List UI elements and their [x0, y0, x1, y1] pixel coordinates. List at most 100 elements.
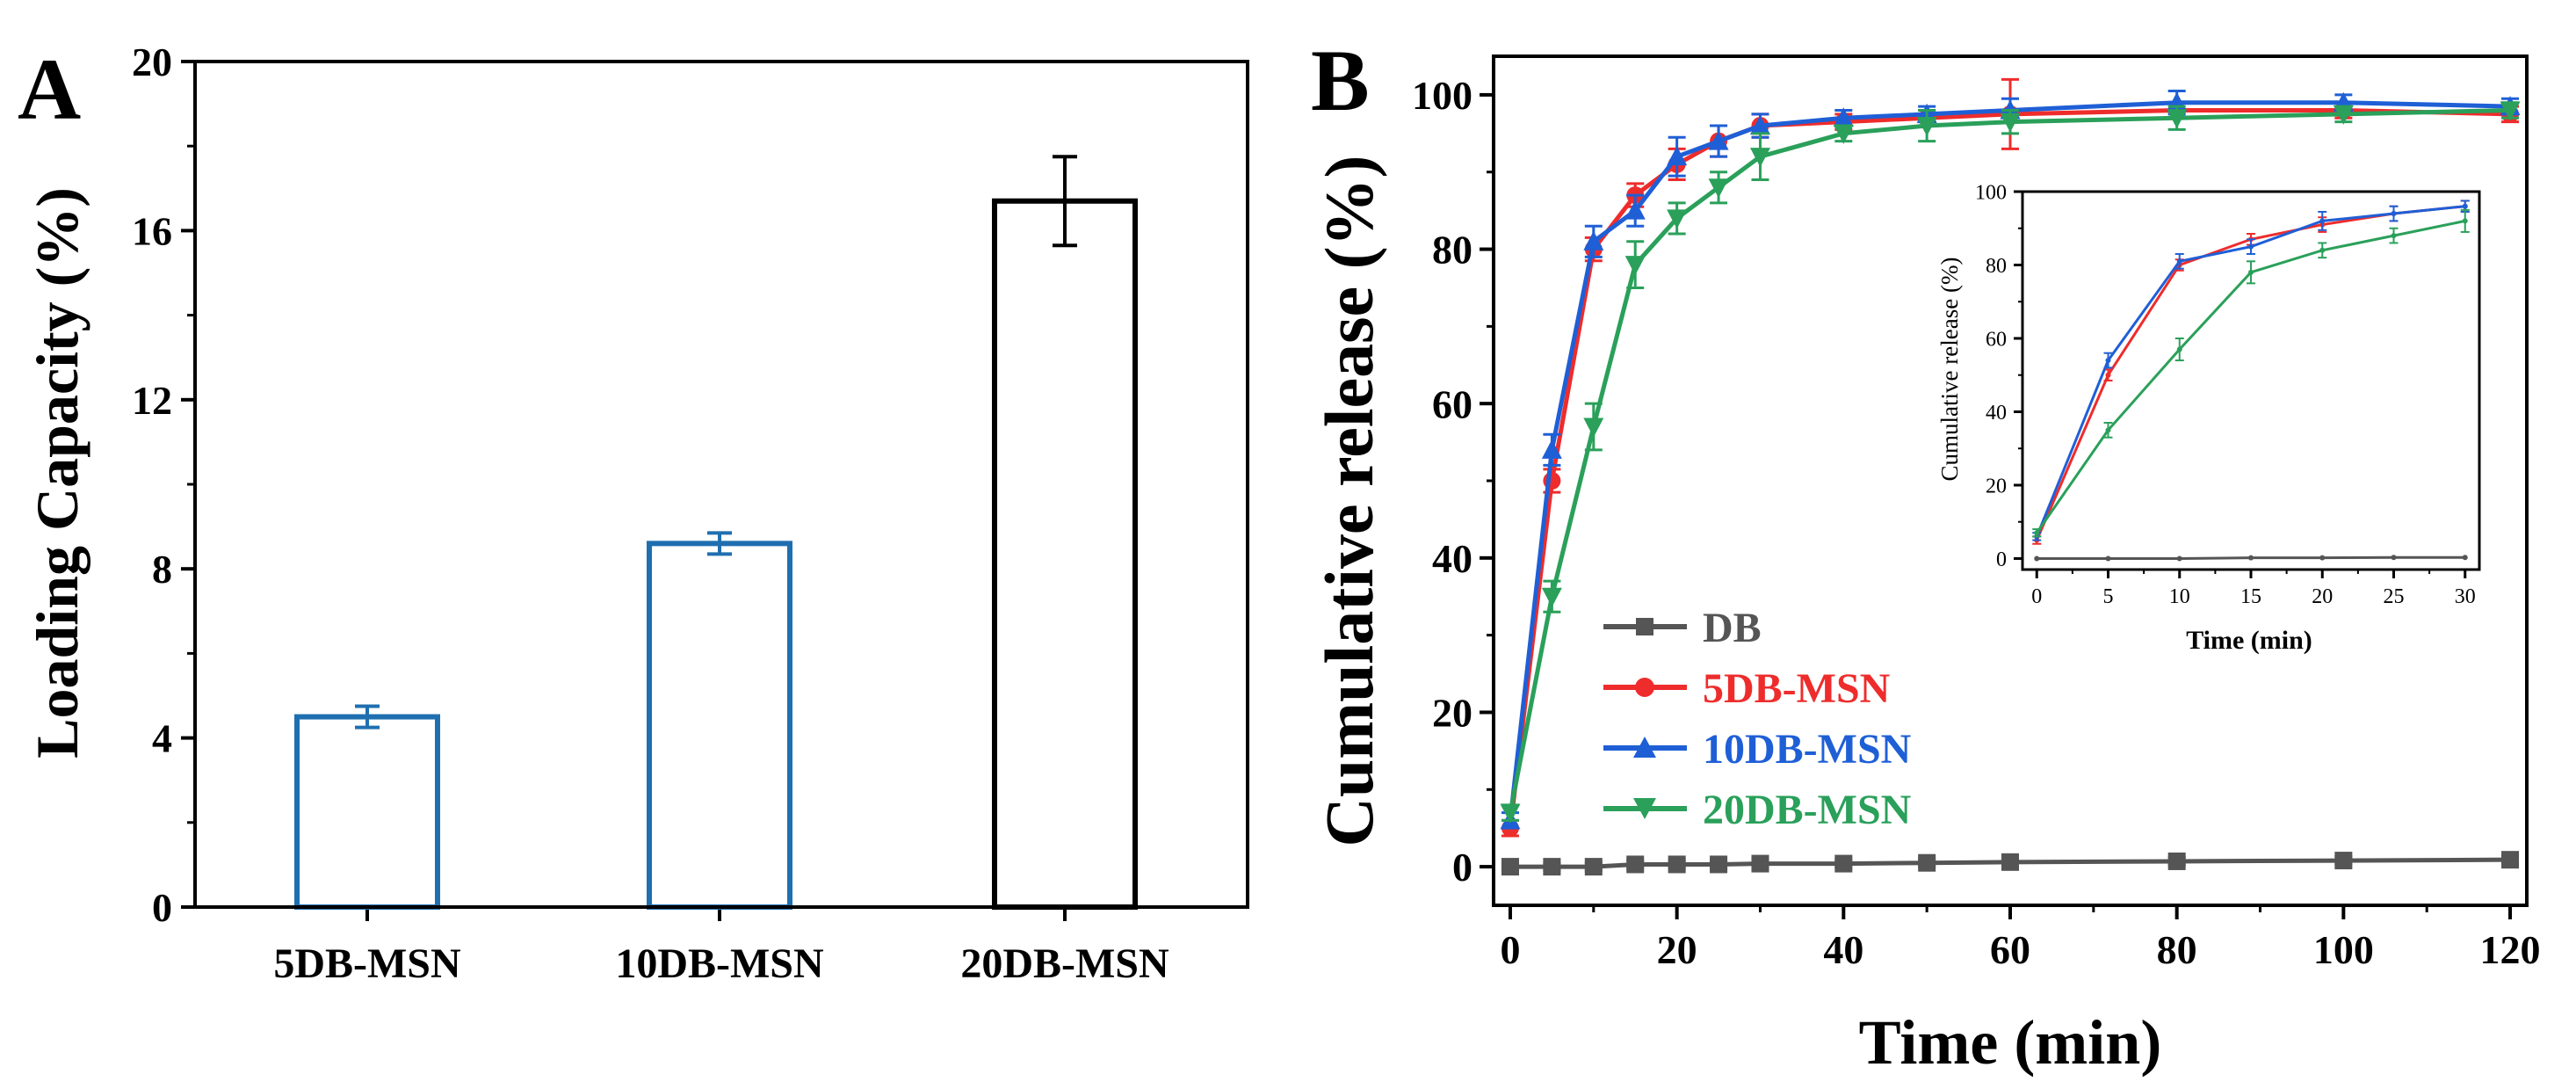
b-xtick-label: 40 [1823, 927, 1863, 972]
a-xtick-label: 10DB-MSN [615, 940, 824, 987]
b-point-10db-msn [1833, 107, 1854, 127]
b-point-20db-msn [1916, 117, 1937, 137]
inset-series-db [2034, 555, 2468, 562]
b-point-20db-msn [2500, 101, 2521, 121]
panel-b-ylabel: Cumulative release (%) [1311, 155, 1387, 846]
b-point-db [1543, 858, 1561, 876]
b-point-db [2501, 851, 2520, 869]
inset-series-20db-msn [2032, 208, 2470, 538]
inset-ytick-label: 40 [1986, 402, 2007, 425]
a-ytick-label: 8 [152, 547, 172, 592]
legend-20db-msn-label: 20DB-MSN [1703, 787, 1912, 833]
b-point-10db-msn [1667, 146, 1688, 166]
inset-point-db [2391, 555, 2397, 561]
b-point-20db-msn [1500, 803, 1521, 824]
b-point-db [1501, 858, 1519, 876]
b-point-20db-msn [1583, 417, 1604, 438]
inset: Cumulative release (%) Time (min) 0 5 10 15… [1933, 181, 2495, 655]
b-point-db [1668, 855, 1686, 874]
inset-point-db [2462, 555, 2468, 561]
inset-point-20db-msn [2176, 346, 2182, 352]
b-xtick-label: 80 [2157, 927, 2197, 972]
b-point-db [2001, 853, 2019, 871]
inset-point-20db-msn [2105, 427, 2111, 433]
b-point-db [1834, 854, 1853, 873]
inset-point-db [2248, 555, 2254, 561]
b-series-db [1501, 851, 2520, 876]
legend-5db-msn-marker [1635, 678, 1654, 697]
b-series-20db-msn [1500, 101, 2521, 824]
panel-b-legend: DB 5DB-MSN 10DB-MSN 20DB-MSN [1603, 605, 1912, 833]
b-point-20db-msn [1624, 256, 1646, 276]
panel-a-label: A [18, 40, 81, 138]
b-point-10db-msn [1708, 130, 1729, 150]
inset-background [1933, 185, 2495, 624]
b-point-20db-msn [1667, 209, 1688, 229]
b-ytick-label: 0 [1452, 845, 1473, 889]
legend-db-label: DB [1703, 605, 1762, 651]
panel-b-xlabel: Time (min) [1859, 1007, 2162, 1078]
a-ytick-label: 4 [152, 716, 172, 761]
panel-b: B Cumulative release (%) Time (min) 0 20 4… [1311, 32, 2541, 1078]
panel-a-ticks: 0 4 8 12 16 20 5DB-MSN 10DB-MSN 20DB-MSN [132, 40, 1169, 987]
a-ytick-label: 16 [132, 208, 172, 253]
b-ytick-label: 60 [1432, 381, 1473, 426]
legend-entry-5db-msn: 5DB-MSN [1603, 665, 1891, 712]
inset-ylabel: Cumulative release (%) [1936, 258, 1963, 482]
legend-entry-10db-msn: 10DB-MSN [1603, 726, 1912, 773]
inset-xtick-label: 15 [2240, 585, 2261, 608]
b-point-20db-msn [1708, 178, 1729, 199]
b-point-db [1710, 855, 1728, 874]
panel-b-label: B [1311, 32, 1370, 129]
legend-entry-20db-msn: 20DB-MSN [1603, 787, 1912, 833]
b-point-20db-msn [1749, 148, 1770, 168]
panel-a-ylabel: Loading Capacity (%) [24, 187, 90, 759]
legend-entry-db: DB [1603, 605, 1762, 651]
inset-point-20db-msn [2034, 530, 2040, 536]
bar-10db-msn [647, 541, 792, 911]
panel-b-ticks: 0 20 40 60 80 100 120 0 20 40 60 80 100 [1412, 73, 2541, 972]
legend-5db-msn-label: 5DB-MSN [1703, 665, 1891, 712]
inset-point-20db-msn [2248, 269, 2254, 275]
b-series-10db-msn [1500, 90, 2521, 830]
inset-ytick-label: 20 [1986, 475, 2007, 497]
b-ytick-label: 80 [1432, 228, 1473, 272]
inset-ytick-label: 80 [1986, 255, 2007, 278]
b-point-db [1751, 854, 1769, 873]
legend-db-marker [1636, 618, 1653, 635]
inset-ytick-label: 60 [1986, 328, 2007, 351]
b-point-db [2334, 852, 2353, 870]
b-point-20db-msn [1541, 587, 1562, 607]
b-xtick-label: 20 [1657, 927, 1697, 972]
inset-point-20db-msn [2462, 218, 2468, 224]
b-point-10db-msn [1749, 115, 1770, 135]
b-point-db [1584, 858, 1603, 876]
b-point-10db-msn [1541, 439, 1562, 459]
b-point-10db-msn [1624, 200, 1646, 220]
inset-point-20db-msn [2391, 233, 2397, 239]
inset-point-10db-msn [2462, 203, 2468, 209]
legend-10db-msn-label: 10DB-MSN [1703, 726, 1912, 773]
b-point-20db-msn [1833, 124, 1854, 144]
legend-20db-msn-marker [1633, 798, 1656, 819]
inset-point-db [2034, 555, 2040, 562]
inset-ytick-label: 0 [1996, 548, 2007, 571]
inset-xtick-label: 25 [2384, 585, 2405, 608]
inset-point-db [2105, 555, 2111, 562]
inset-xtick-label: 30 [2455, 585, 2476, 608]
b-ytick-label: 100 [1412, 73, 1473, 118]
b-xtick-label: 100 [2313, 927, 2374, 972]
inset-point-10db-msn [2176, 258, 2182, 265]
inset-point-db [2319, 555, 2326, 561]
panel-a-frame [193, 60, 1249, 909]
panel-a-bars [294, 155, 1138, 911]
a-ytick-label: 12 [132, 378, 172, 423]
a-ytick-label: 0 [152, 885, 172, 930]
a-ytick-label: 20 [132, 40, 172, 84]
a-xtick-label: 20DB-MSN [960, 940, 1169, 987]
b-xtick-label: 120 [2480, 927, 2541, 972]
inset-xtick-label: 20 [2312, 585, 2333, 608]
b-ytick-label: 40 [1432, 536, 1473, 581]
inset-series [2032, 200, 2470, 562]
